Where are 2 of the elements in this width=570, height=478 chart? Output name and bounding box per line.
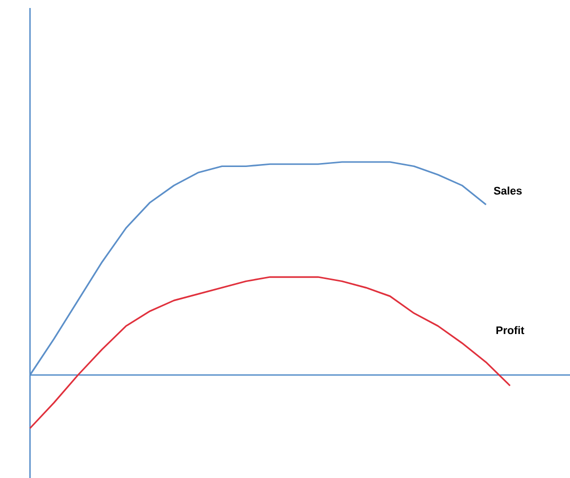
text: Profit — [496, 326, 524, 334]
series-label: Sales — [494, 186, 522, 195]
